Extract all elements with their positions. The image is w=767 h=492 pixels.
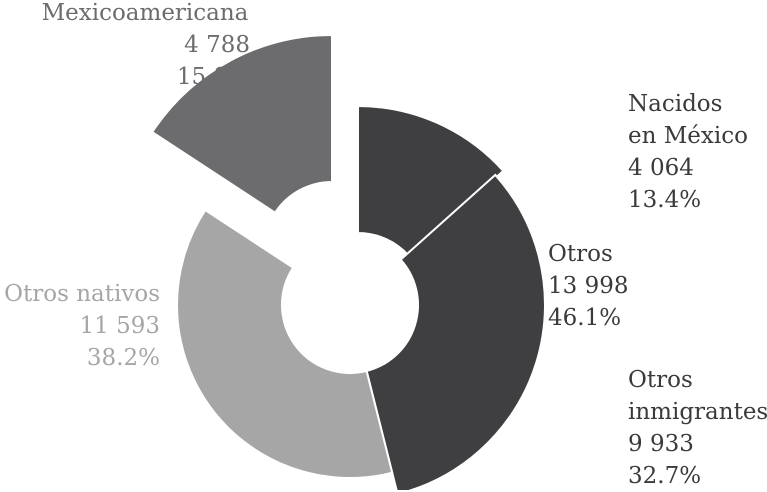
label-nacidos-line2: en México — [628, 123, 748, 149]
label-nacidos-percent: 13.4% — [628, 187, 702, 213]
label-otros-nativos-percent: 38.2% — [86, 345, 160, 371]
label-otros-name: Otros — [548, 241, 613, 267]
label-nacidos-line1: Nacidos — [628, 91, 723, 117]
label-nacidos-en-mexico: Nacidos en México 4 064 13.4% — [628, 88, 748, 216]
label-mexicoamericana-value: 4 788 — [184, 32, 250, 58]
donut-hole — [282, 237, 418, 373]
label-otros-inmigrantes-line2: inmigrantes — [628, 399, 767, 425]
label-nacidos-value: 4 064 — [628, 155, 694, 181]
label-mexicoamericana-name: Mexicoamericana — [41, 0, 249, 26]
label-otros-nativos: Otros nativos 11 593 38.2% — [0, 278, 160, 374]
label-otros-inmigrantes: Otros inmigrantes 9 933 32.7% — [628, 364, 767, 492]
label-otros-percent: 46.1% — [548, 305, 622, 331]
label-otros-group: Otros 13 998 46.1% — [548, 238, 628, 334]
label-otros-inmigrantes-percent: 32.7% — [628, 463, 702, 489]
label-otros-nativos-value: 11 593 — [79, 313, 160, 339]
slice-mexicoamericana — [150, 33, 333, 215]
label-otros-inmigrantes-line1: Otros — [628, 367, 693, 393]
label-otros-inmigrantes-value: 9 933 — [628, 431, 694, 457]
label-mexicoamericana: Mexicoamericana 4 788 15.8% — [40, 0, 250, 93]
label-otros-nativos-name: Otros nativos — [4, 281, 160, 307]
label-mexicoamericana-percent: 15.8% — [176, 64, 250, 90]
label-otros-value: 13 998 — [548, 273, 629, 299]
slice-nacidos-en-m-xico — [357, 104, 505, 258]
